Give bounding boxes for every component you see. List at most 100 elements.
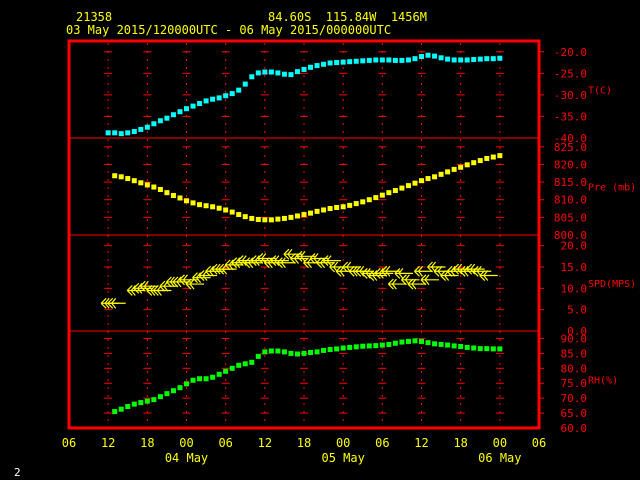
barb-feather bbox=[261, 253, 267, 259]
barb-feather bbox=[237, 255, 244, 262]
barb-feather bbox=[476, 265, 482, 272]
barb-feather bbox=[211, 263, 218, 270]
barb-feather bbox=[378, 273, 384, 279]
barb-feather bbox=[300, 255, 306, 262]
data-point-humidity bbox=[131, 401, 137, 407]
barb-feather bbox=[211, 268, 218, 275]
x-tick-label: 06 bbox=[218, 436, 232, 450]
data-point-humidity bbox=[451, 343, 457, 349]
barb-feather bbox=[287, 248, 293, 255]
data-point-pressure bbox=[425, 176, 431, 182]
barb-feather bbox=[166, 281, 172, 288]
barb-feather bbox=[420, 274, 427, 281]
wind-barb bbox=[472, 265, 492, 277]
data-point-temperature bbox=[458, 57, 464, 63]
barb-feather bbox=[130, 285, 136, 291]
barb-feather bbox=[294, 258, 299, 264]
barb-feather bbox=[398, 268, 404, 274]
x-tick-label: 06 bbox=[375, 436, 389, 450]
barb-feather bbox=[427, 266, 433, 273]
y-tick-label: -25.0 bbox=[554, 67, 587, 80]
barb-feather bbox=[470, 263, 476, 270]
data-point-pressure bbox=[229, 209, 235, 215]
barb-feather bbox=[483, 275, 489, 281]
station-coords: 84.60S 115.84W 1456M bbox=[268, 10, 427, 24]
panel-label-temperature: T(C) bbox=[588, 86, 612, 97]
barb-feather bbox=[130, 290, 136, 296]
wind-barb bbox=[107, 297, 126, 309]
barb-feather bbox=[189, 278, 195, 285]
data-point-pressure bbox=[327, 206, 333, 212]
barb-feather bbox=[244, 262, 251, 269]
data-point-humidity bbox=[112, 409, 118, 415]
data-point-pressure bbox=[223, 207, 229, 213]
data-point-temperature bbox=[379, 57, 385, 63]
data-point-temperature bbox=[118, 131, 124, 137]
barb-feather bbox=[235, 257, 241, 264]
barb-feather bbox=[185, 278, 192, 285]
barb-feather bbox=[107, 302, 114, 309]
data-point-temperature bbox=[190, 103, 196, 109]
y-tick-label: 825.0 bbox=[554, 141, 587, 154]
barb-feather bbox=[209, 270, 215, 277]
data-point-pressure bbox=[321, 207, 327, 213]
data-point-humidity bbox=[373, 343, 379, 349]
data-point-pressure bbox=[490, 154, 496, 160]
data-point-pressure bbox=[236, 212, 242, 218]
data-point-temperature bbox=[334, 60, 340, 66]
barb-feather bbox=[189, 283, 195, 290]
barb-feather bbox=[235, 262, 241, 269]
x-tick-label: 12 bbox=[258, 436, 272, 450]
wind-barb bbox=[296, 250, 315, 262]
data-point-humidity bbox=[138, 400, 144, 406]
data-point-temperature bbox=[210, 96, 216, 102]
data-point-pressure bbox=[314, 208, 320, 214]
data-point-pressure bbox=[157, 186, 163, 192]
data-point-temperature bbox=[386, 57, 392, 63]
data-point-temperature bbox=[419, 54, 424, 60]
wind-barb bbox=[218, 263, 237, 275]
data-point-humidity bbox=[125, 404, 131, 410]
data-point-humidity bbox=[255, 353, 261, 359]
data-point-pressure bbox=[138, 180, 144, 186]
data-point-temperature bbox=[373, 57, 379, 63]
data-point-humidity bbox=[386, 341, 392, 347]
barb-feather bbox=[381, 270, 388, 277]
data-point-humidity bbox=[412, 338, 418, 344]
barb-feather bbox=[418, 270, 423, 277]
wind-barb bbox=[270, 255, 289, 267]
data-point-humidity bbox=[405, 338, 411, 344]
barb-feather bbox=[309, 253, 316, 259]
barb-feather bbox=[107, 297, 114, 304]
page-number: 2 bbox=[14, 466, 21, 479]
barb-feather bbox=[270, 255, 277, 262]
barb-feather bbox=[335, 270, 342, 277]
y-tick-label: 75.0 bbox=[561, 377, 588, 390]
barb-feather bbox=[231, 257, 238, 264]
barb-feather bbox=[418, 265, 423, 272]
barb-feather bbox=[276, 262, 283, 269]
barb-feather bbox=[146, 285, 153, 291]
data-point-pressure bbox=[373, 195, 379, 201]
data-point-humidity bbox=[399, 339, 405, 345]
barb-feather bbox=[100, 302, 107, 309]
data-point-humidity bbox=[464, 344, 470, 350]
barb-feather bbox=[218, 268, 225, 275]
data-point-pressure bbox=[484, 155, 490, 161]
barb-feather bbox=[159, 280, 166, 287]
data-point-temperature bbox=[360, 58, 366, 64]
data-point-humidity bbox=[236, 362, 242, 368]
data-point-temperature bbox=[471, 57, 477, 63]
data-point-humidity bbox=[334, 346, 340, 352]
barb-feather bbox=[254, 260, 260, 266]
barb-feather bbox=[401, 279, 407, 286]
barb-feather bbox=[365, 268, 371, 274]
panel-pressure: 800.0 805.0 810.0 815.0 820.0 825.0 Pre (mb) bbox=[104, 141, 636, 242]
data-point-temperature bbox=[125, 130, 131, 136]
data-point-temperature bbox=[157, 118, 163, 124]
data-point-humidity bbox=[497, 346, 503, 352]
barb-feather bbox=[470, 268, 476, 275]
data-point-temperature bbox=[490, 56, 496, 62]
y-tick-label: 5.0 bbox=[567, 304, 587, 317]
barb-feather bbox=[479, 270, 486, 276]
